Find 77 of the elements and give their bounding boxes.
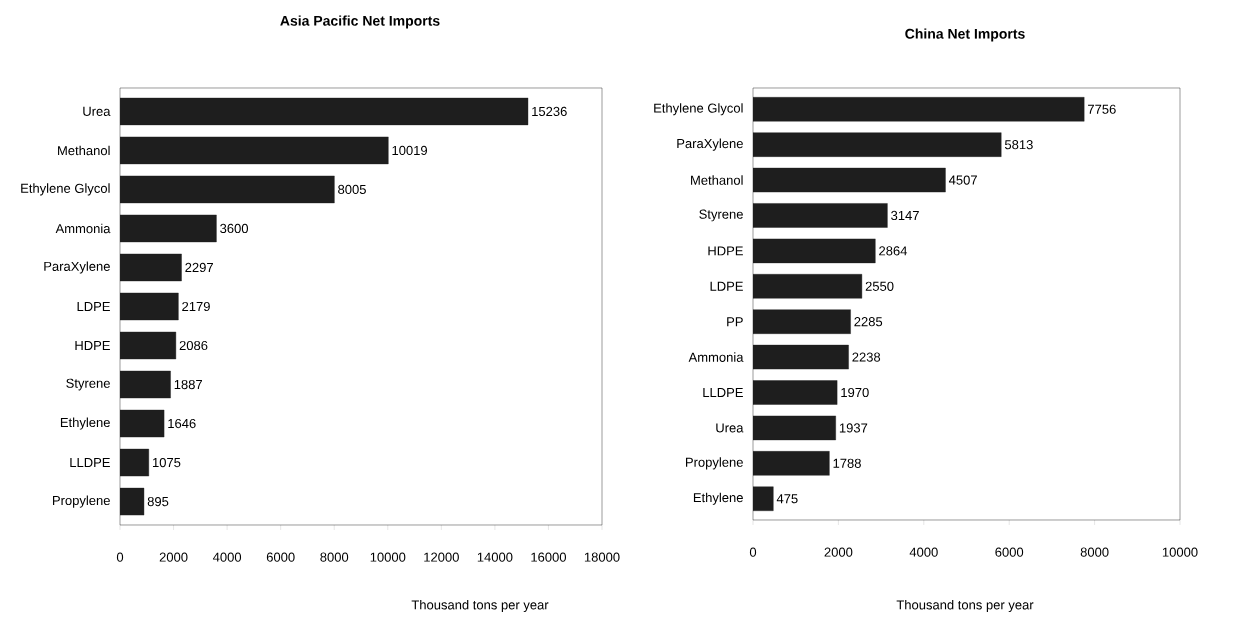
x-axis-title: Thousand tons per year — [896, 599, 1034, 613]
data-label: 2179 — [182, 301, 210, 312]
x-tick-label: 2000 — [824, 547, 853, 557]
y-tick-label: Ethylene — [693, 492, 743, 505]
x-tick-label: 10000 — [1162, 547, 1198, 557]
data-label: 15236 — [532, 106, 567, 116]
y-tick-label: ParaXylene — [677, 138, 743, 151]
y-tick-label: Propylene — [686, 457, 743, 470]
data-label: 2864 — [879, 246, 908, 256]
bar — [120, 136, 389, 165]
bar — [120, 253, 182, 282]
x-tick-label: 6000 — [995, 547, 1024, 557]
data-label: 475 — [776, 494, 798, 504]
y-tick-label: Methanol — [691, 175, 743, 185]
data-label: 1970 — [841, 387, 869, 398]
data-label: 5813 — [1004, 140, 1033, 150]
data-label: 1937 — [839, 423, 868, 433]
y-tick-label: HDPE — [708, 246, 743, 256]
data-label: 1887 — [174, 379, 202, 390]
x-tick-label: 0 — [116, 552, 124, 562]
data-label: 2297 — [185, 262, 213, 273]
data-label: 1788 — [833, 458, 861, 468]
x-axis-title: Thousand tons per year — [411, 599, 549, 613]
y-tick-label: LDPE — [77, 302, 110, 311]
y-tick-label: LLDPE — [703, 388, 743, 397]
y-tick-label: Urea — [716, 423, 744, 433]
y-tick-label: Ammonia — [55, 223, 111, 234]
bar — [120, 175, 335, 204]
chart-title: China Net Imports — [905, 28, 1025, 42]
x-tick-label: 12000 — [424, 552, 459, 562]
y-tick-label: Methanol — [58, 145, 110, 156]
bar — [120, 370, 171, 399]
data-label: 8005 — [338, 184, 366, 195]
data-label: 2285 — [854, 317, 883, 327]
y-tick-label: ParaXylene — [44, 261, 110, 274]
x-tick-label: 16000 — [531, 552, 567, 562]
x-tick-label: 4000 — [909, 547, 938, 557]
y-tick-label: PP — [727, 317, 743, 327]
x-tick-label: 6000 — [266, 552, 295, 562]
x-tick-label: 0 — [749, 547, 757, 557]
data-label: 7756 — [1088, 104, 1116, 114]
y-tick-label: Urea — [83, 106, 111, 116]
bar — [120, 409, 165, 438]
y-tick-label: Ethylene Glycol — [21, 183, 110, 196]
bar — [120, 214, 217, 243]
data-label: 10019 — [392, 145, 428, 156]
data-label: 2238 — [852, 352, 881, 362]
x-tick-label: 14000 — [477, 552, 513, 562]
y-tick-label: LLDPE — [70, 458, 110, 468]
y-tick-label: Ethylene — [60, 417, 110, 430]
x-tick-label: 8000 — [1080, 547, 1109, 557]
bar — [120, 292, 179, 321]
x-tick-label: 10000 — [370, 552, 406, 562]
chart-title: Asia Pacific Net Imports — [280, 15, 440, 29]
x-tick-label: 2000 — [159, 552, 188, 562]
data-label: 3147 — [891, 210, 919, 221]
bar — [120, 448, 149, 477]
y-tick-label: Ethylene Glycol — [654, 103, 743, 116]
y-tick-label: Styrene — [699, 209, 743, 222]
data-label: 4507 — [948, 175, 977, 185]
bar — [120, 331, 177, 360]
data-label: 2086 — [179, 340, 208, 351]
data-label: 2550 — [865, 281, 894, 291]
bar — [120, 487, 145, 516]
data-label: 895 — [147, 496, 169, 507]
data-label: 3600 — [220, 223, 249, 234]
data-label: 1075 — [152, 457, 181, 468]
x-tick-label: 4000 — [212, 552, 242, 562]
bar — [120, 97, 529, 126]
data-label: 1646 — [168, 418, 196, 429]
y-tick-label: Styrene — [66, 378, 110, 391]
y-tick-label: Propylene — [53, 495, 110, 508]
y-tick-label: LDPE — [710, 281, 743, 291]
x-tick-label: 8000 — [320, 552, 349, 562]
y-tick-label: HDPE — [75, 341, 110, 350]
x-tick-label: 18000 — [584, 552, 620, 562]
y-tick-label: Ammonia — [688, 352, 744, 362]
